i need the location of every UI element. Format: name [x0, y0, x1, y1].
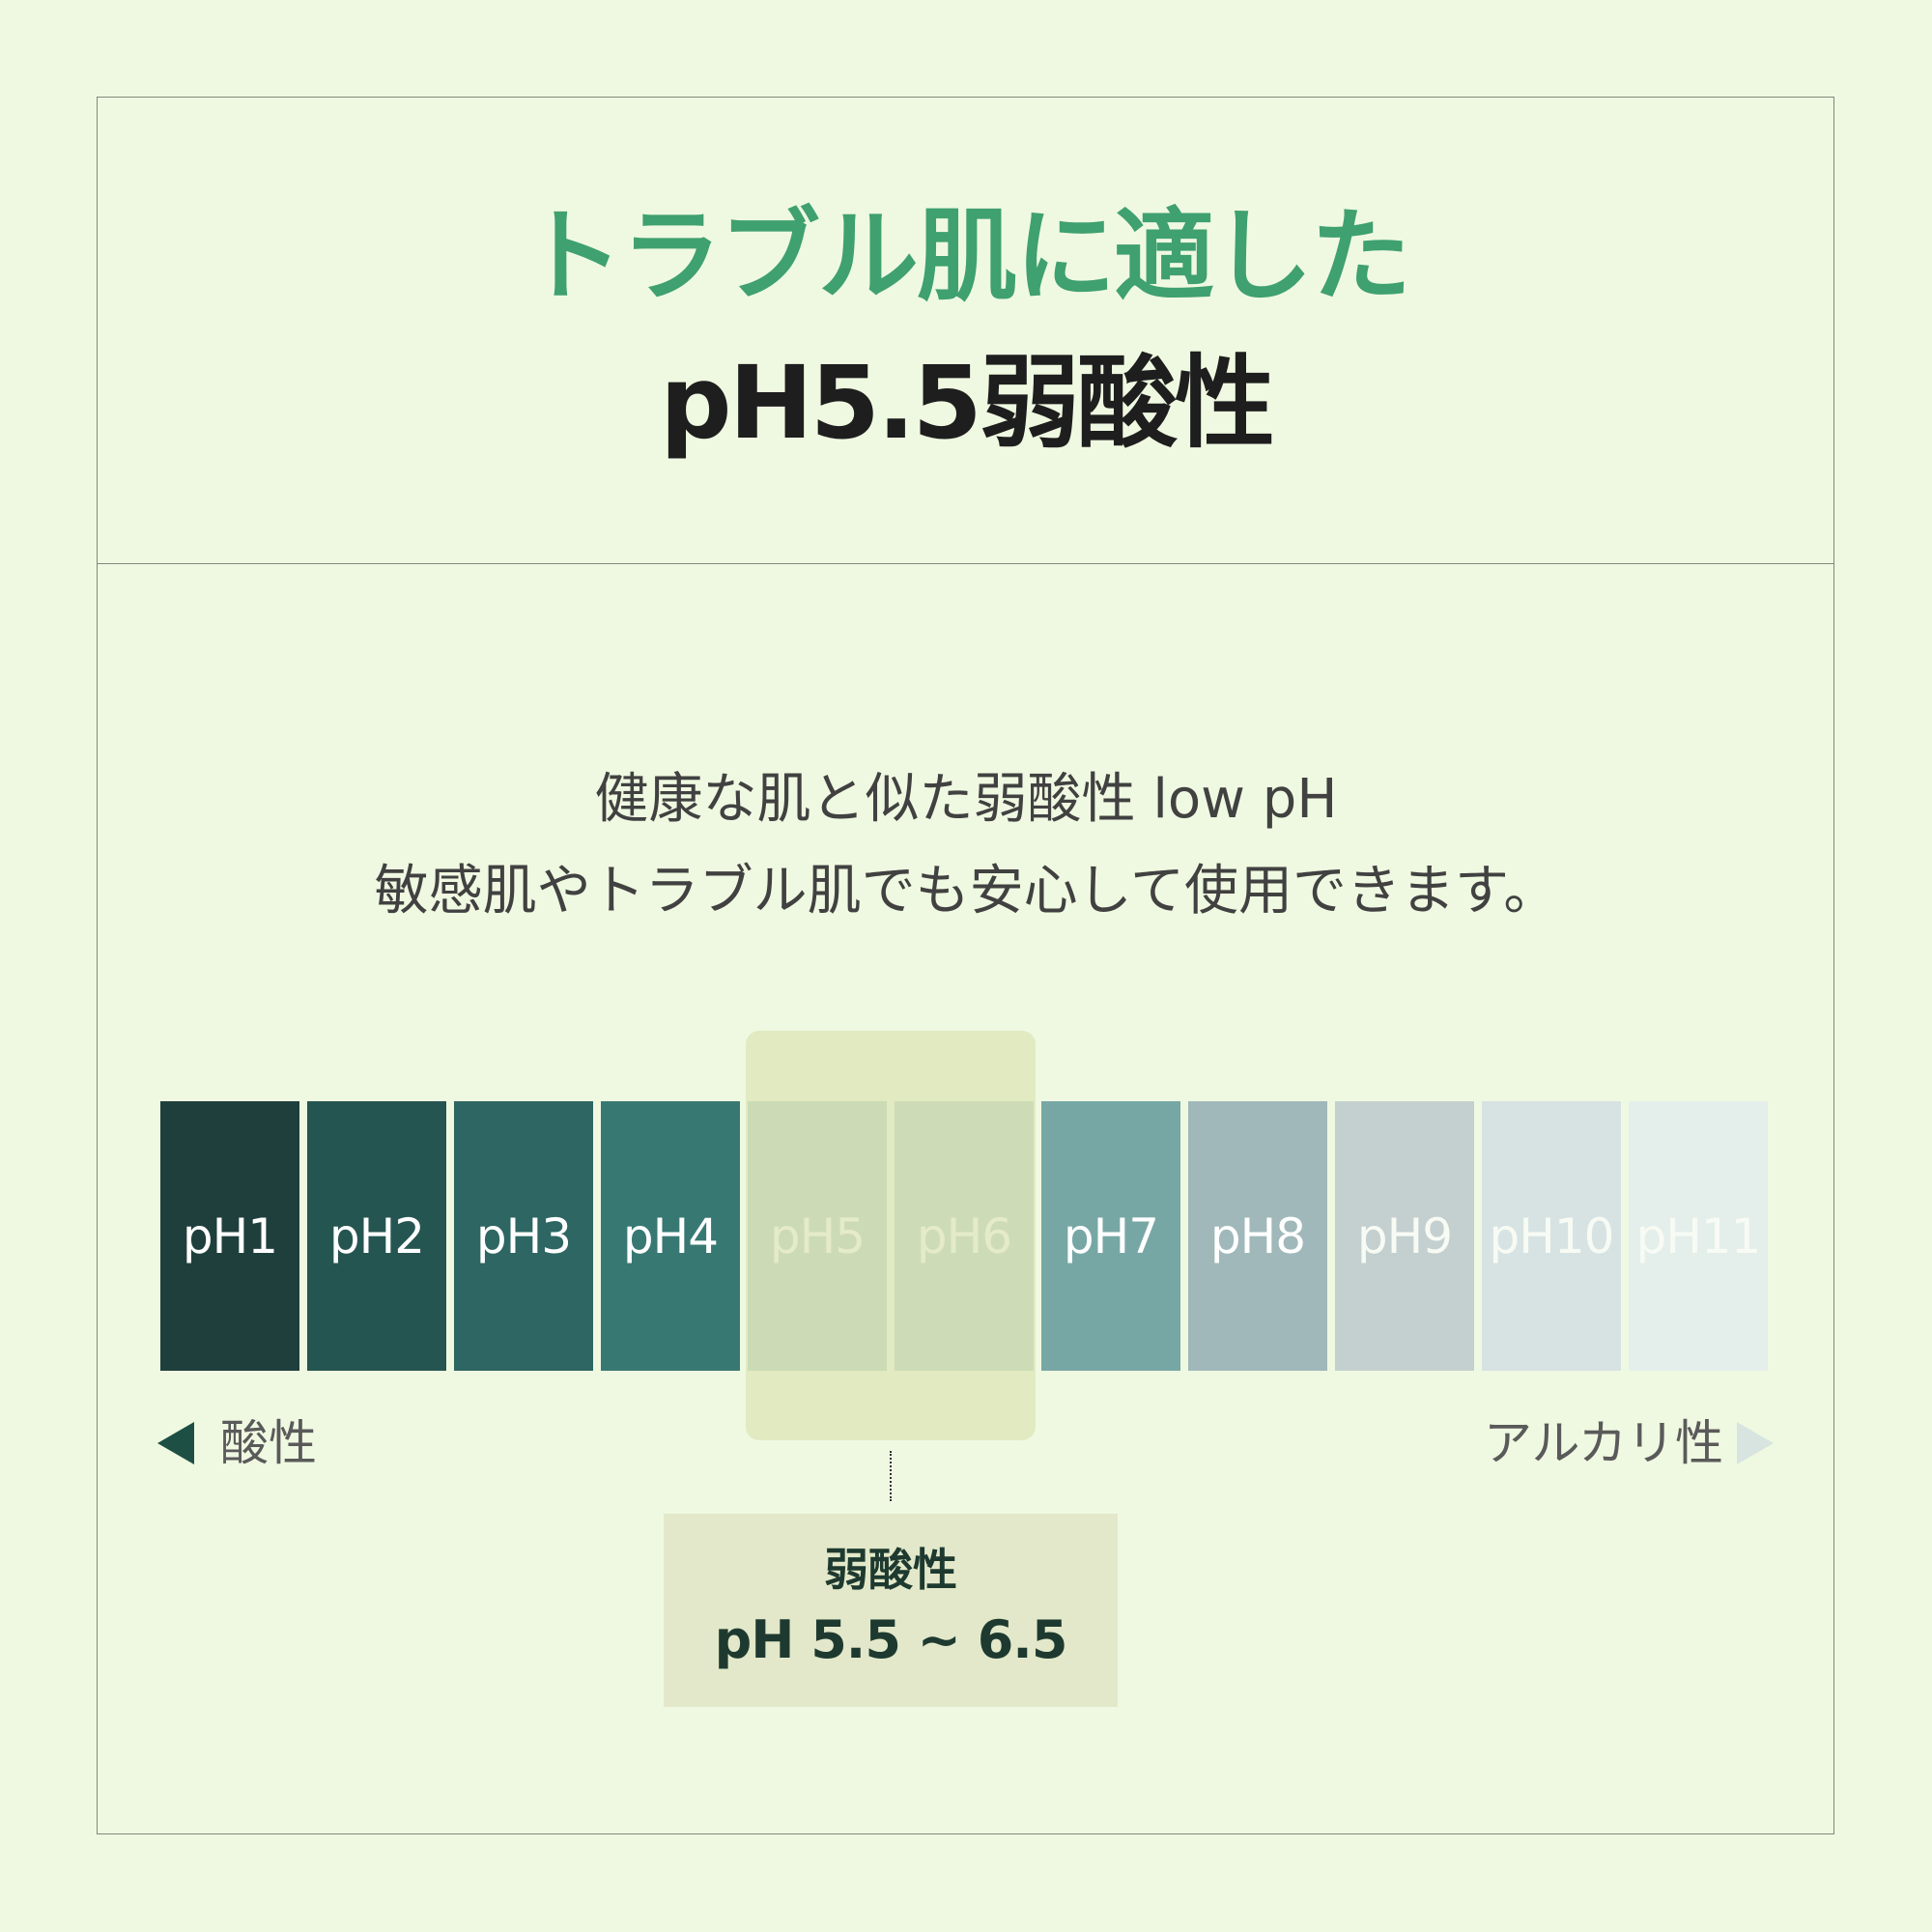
title-line-2: pH5.5弱酸性	[660, 344, 1275, 462]
content-frame	[97, 97, 1834, 1834]
ph-cell-2: pH2	[307, 1101, 446, 1371]
callout-title: 弱酸性	[824, 1544, 957, 1596]
title-line-1: トラブル肌に適した	[522, 197, 1411, 315]
alkaline-label: アルカリ性	[1484, 1415, 1723, 1471]
ph-cell-4: pH4	[601, 1101, 740, 1371]
ph-scale: pH1pH2pH3pH4pH5pH6pH7pH8pH9pH10pH11	[160, 1101, 1769, 1371]
callout-value: pH 5.5 ~ 6.5	[714, 1609, 1068, 1670]
ph-cell-3: pH3	[454, 1101, 593, 1371]
description-line-2: 敏感肌やトラブル肌でも安心して使用できます。	[374, 860, 1558, 923]
callout-connector	[890, 1451, 892, 1501]
ph-cell-11: pH11	[1629, 1101, 1768, 1371]
description-line-1: 健康な肌と似た弱酸性 low pH	[594, 768, 1338, 831]
ph-cell-8: pH8	[1188, 1101, 1327, 1371]
acid-arrow-icon	[157, 1422, 194, 1464]
ph-cell-10: pH10	[1482, 1101, 1621, 1371]
ph-cell-1: pH1	[160, 1101, 299, 1371]
alkaline-arrow-icon	[1737, 1422, 1774, 1464]
ph-cell-9: pH9	[1335, 1101, 1474, 1371]
ph-cell-7: pH7	[1041, 1101, 1180, 1371]
section-divider	[97, 563, 1834, 564]
weak-acid-callout: 弱酸性 pH 5.5 ~ 6.5	[664, 1514, 1118, 1707]
acid-label: 酸性	[220, 1415, 317, 1471]
weak-acid-highlight	[746, 1031, 1036, 1440]
